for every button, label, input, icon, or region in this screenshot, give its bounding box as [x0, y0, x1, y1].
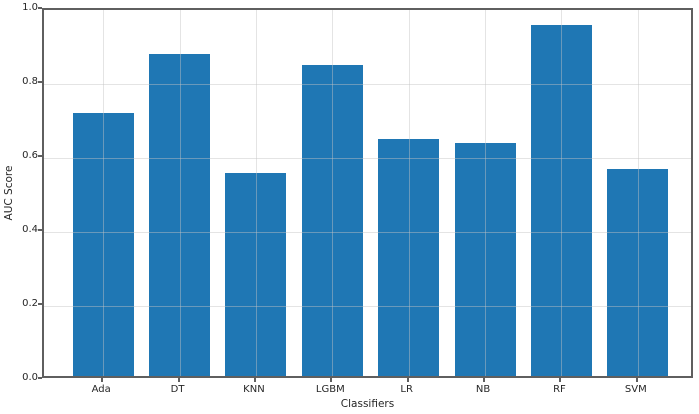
bar-lgbm: [301, 65, 363, 376]
x-tick-mark: [330, 378, 332, 382]
y-tick-mark: [38, 303, 42, 305]
y-axis-label: AUC Score: [3, 165, 15, 221]
y-tick-label: 0.6: [22, 150, 38, 161]
y-tick-label: 0.0: [22, 372, 38, 383]
x-tick-label-lr: LR: [400, 384, 413, 395]
x-tick-mark: [407, 378, 409, 382]
y-tick-mark: [38, 377, 42, 379]
x-tick-mark: [483, 378, 485, 382]
y-tick-mark: [38, 229, 42, 231]
bar-lr: [378, 139, 440, 376]
x-tick-label-lgbm: LGBM: [315, 384, 345, 395]
plot-area: [42, 8, 693, 378]
x-tick-label-knn: KNN: [243, 384, 265, 395]
x-tick-label-ada: Ada: [91, 384, 111, 395]
bar-rf: [530, 24, 592, 376]
bar-knn: [225, 172, 287, 376]
bar-nb: [454, 142, 516, 376]
x-tick-mark: [559, 378, 561, 382]
y-tick-mark: [38, 7, 42, 9]
x-tick-label-nb: NB: [475, 384, 491, 395]
y-tick-label: 1.0: [22, 2, 38, 13]
y-tick-mark: [38, 155, 42, 157]
x-tick-label-svm: SVM: [624, 384, 647, 395]
bars-layer: [44, 10, 691, 376]
x-tick-mark: [101, 378, 103, 382]
y-tick-label: 0.8: [22, 76, 38, 87]
bar-dt: [149, 54, 211, 376]
x-axis-label: Classifiers: [340, 398, 395, 410]
x-tick-label-dt: DT: [170, 384, 185, 395]
x-tick-mark: [636, 378, 638, 382]
x-tick-label-rf: RF: [553, 384, 566, 395]
bar-svm: [607, 168, 669, 376]
x-tick-mark: [178, 378, 180, 382]
bar-ada: [72, 113, 134, 376]
y-tick-mark: [38, 81, 42, 83]
y-tick-label: 0.2: [22, 298, 38, 309]
x-tick-mark: [254, 378, 256, 382]
y-tick-label: 0.4: [22, 224, 38, 235]
